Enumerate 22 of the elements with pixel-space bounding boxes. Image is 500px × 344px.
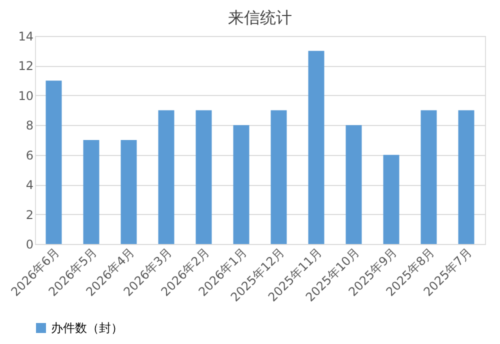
bar xyxy=(158,110,174,244)
y-tick-label: 6 xyxy=(26,148,34,162)
bar xyxy=(83,140,100,244)
y-tick-label: 12 xyxy=(18,59,34,74)
y-tick-label: 4 xyxy=(26,178,34,192)
y-tick-label: 0 xyxy=(26,238,34,252)
y-tick-label: 10 xyxy=(18,88,34,103)
bar xyxy=(196,110,212,244)
chart-title: 来信统计 xyxy=(228,8,292,27)
bar xyxy=(46,80,62,244)
bar xyxy=(458,110,474,244)
bar xyxy=(270,110,287,244)
bar xyxy=(383,154,400,244)
bar xyxy=(233,125,250,244)
bar xyxy=(120,140,137,244)
bar xyxy=(346,125,362,244)
bar xyxy=(308,50,324,244)
y-tick-label: 8 xyxy=(26,118,34,133)
y-tick-label: 14 xyxy=(18,30,34,44)
bar xyxy=(420,110,437,244)
legend-label: 办件数（封） xyxy=(51,321,123,335)
y-tick-label: 2 xyxy=(26,208,34,222)
